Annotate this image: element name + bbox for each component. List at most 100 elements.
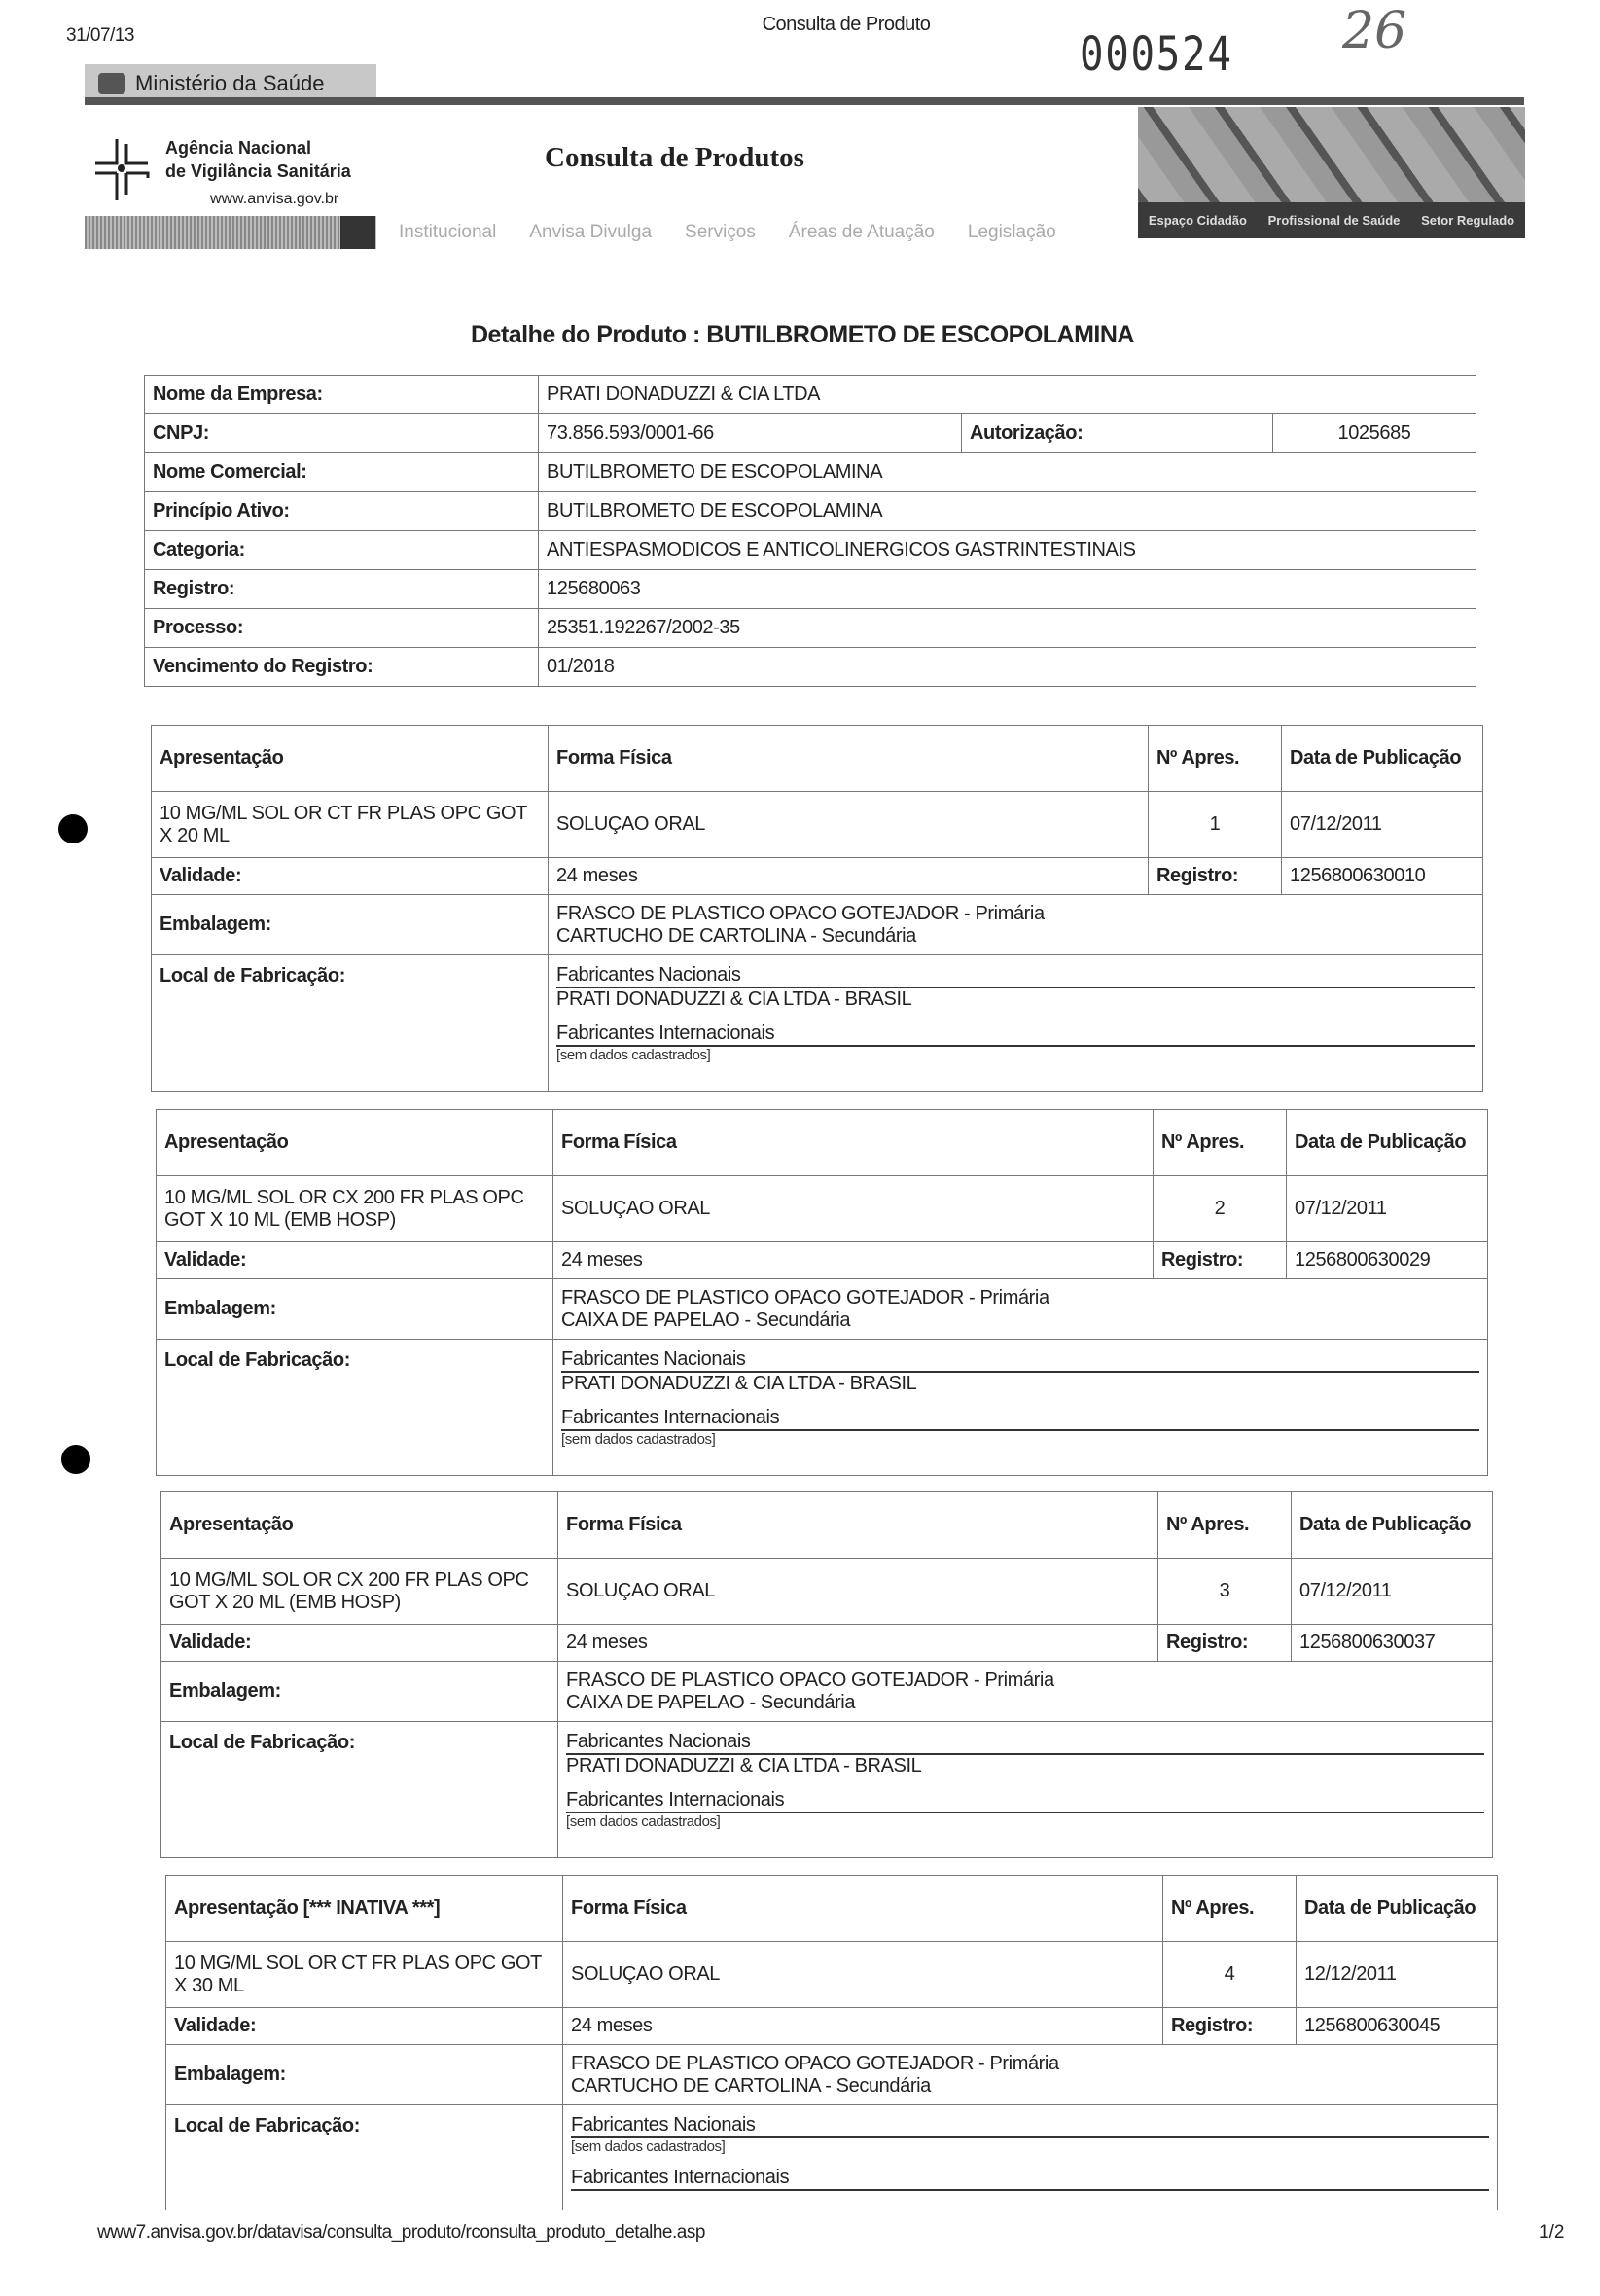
num-apres-value: 2 — [1153, 1175, 1287, 1242]
embalagem-value: FRASCO DE PLASTICO OPACO GOTEJADOR - Pri… — [552, 1278, 1488, 1340]
table-row: 10 MG/ML SOL OR CX 200 FR PLAS OPC GOT X… — [160, 1558, 1493, 1625]
embalagem-secundaria: CARTUCHO DE CARTOLINA - Secundária — [556, 924, 916, 947]
data-pub-header: Data de Publicação — [1296, 1875, 1498, 1942]
table-row: Validade: 24 meses Registro: 12568006300… — [160, 1624, 1493, 1662]
nome-comercial-value: BUTILBROMETO DE ESCOPOLAMINA — [538, 452, 1476, 492]
table-row: Nome Comercial: BUTILBROMETO DE ESCOPOLAM… — [144, 452, 1476, 492]
banner-link-profissional[interactable]: Profissional de Saúde — [1267, 212, 1401, 228]
nav-institucional[interactable]: Institucional — [399, 222, 497, 242]
main-nav: Institucional Anvisa Divulga Serviços Ár… — [399, 216, 1056, 249]
ministry-bar[interactable]: Ministério da Saúde — [85, 64, 376, 103]
table-row: Embalagem: FRASCO DE PLASTICO OPACO GOTE… — [165, 2044, 1498, 2105]
table-row: Apresentação Forma Física Nº Apres. Data… — [151, 725, 1483, 792]
punch-hole — [61, 1445, 90, 1474]
local-label: Local de Fabricação: — [160, 1721, 558, 1858]
validade-value: 24 meses — [552, 1241, 1154, 1279]
fabricantes-nacionais-value: [sem dados cadastrados] — [571, 2138, 726, 2155]
embalagem-label: Embalagem: — [165, 2044, 563, 2105]
empresa-label: Nome da Empresa: — [144, 375, 539, 414]
fabricantes-internacionais-heading: Fabricantes Internacionais — [556, 1022, 1475, 1047]
fabricantes-internacionais-value: [sem dados cadastrados] — [561, 1431, 716, 1448]
categoria-label: Categoria: — [144, 530, 539, 570]
embalagem-secundaria: CARTUCHO DE CARTOLINA - Secundária — [571, 2074, 931, 2097]
table-row: Embalagem: FRASCO DE PLASTICO OPACO GOTE… — [151, 894, 1483, 955]
forma-header: Forma Física — [548, 725, 1149, 792]
nav-decoration — [85, 216, 376, 249]
nav-areas-atuacao[interactable]: Áreas de Atuação — [788, 222, 935, 242]
anvisa-cross-icon — [95, 139, 150, 200]
presentation-table: Apresentação Forma Física Nº Apres. Data… — [151, 725, 1483, 1092]
punch-hole — [58, 814, 88, 843]
embalagem-primaria: FRASCO DE PLASTICO OPACO GOTEJADOR - Pri… — [571, 2052, 1059, 2074]
embalagem-value: FRASCO DE PLASTICO OPACO GOTEJADOR - Pri… — [557, 1661, 1493, 1722]
presentation-table: Apresentação [*** INATIVA ***] Forma Fís… — [165, 1875, 1498, 2210]
data-pub-value: 07/12/2011 — [1286, 1175, 1488, 1242]
forma-value: SOLUÇAO ORAL — [562, 1941, 1163, 2008]
autorizacao-label: Autorização: — [961, 413, 1273, 453]
embalagem-label: Embalagem: — [151, 894, 549, 955]
nav-arrow-icon[interactable] — [340, 216, 375, 249]
registro-label: Registro: — [1148, 857, 1282, 895]
embalagem-primaria: FRASCO DE PLASTICO OPACO GOTEJADOR - Pri… — [561, 1286, 1049, 1309]
cnpj-label: CNPJ: — [144, 413, 539, 453]
table-row: CNPJ: 73.856.593/0001-66 Autorização: 10256… — [144, 413, 1476, 453]
table-row: Vencimento do Registro: 01/2018 — [144, 647, 1476, 687]
anvisa-logo[interactable]: Agência Nacional de Vigilância Sanitária… — [88, 134, 370, 216]
presentation-block: Apresentação Forma Física Nº Apres. Data… — [151, 725, 1483, 1104]
nav-anvisa-divulga[interactable]: Anvisa Divulga — [529, 222, 653, 242]
fabricantes-nacionais-value: PRATI DONADUZZI & CIA LTDA - BRASIL — [561, 1373, 917, 1394]
table-row: 10 MG/ML SOL OR CT FR PLAS OPC GOT X 20 … — [151, 791, 1483, 858]
num-apres-value: 4 — [1162, 1941, 1297, 2008]
fabricantes-nacionais-value: PRATI DONADUZZI & CIA LTDA - BRASIL — [556, 988, 912, 1010]
footer-page-number: 1/2 — [1539, 2222, 1565, 2242]
data-pub-value: 07/12/2011 — [1281, 791, 1483, 858]
apresentacao-value: 10 MG/ML SOL OR CX 200 FR PLAS OPC GOT X… — [160, 1558, 558, 1625]
site-title: Consulta de Produtos — [545, 142, 804, 173]
empresa-value: PRATI DONADUZZI & CIA LTDA — [538, 375, 1476, 414]
ministry-icon — [98, 73, 125, 94]
table-row: Processo: 25351.192267/2002-35 — [144, 608, 1476, 648]
table-row: Apresentação Forma Física Nº Apres. Data… — [160, 1491, 1493, 1559]
nav-legislacao[interactable]: Legislação — [967, 222, 1056, 242]
apresentacao-value: 10 MG/ML SOL OR CT FR PLAS OPC GOT X 30 … — [165, 1941, 563, 2008]
table-row: Apresentação [*** INATIVA ***] Forma Fís… — [165, 1875, 1498, 1942]
apresentacao-value: 10 MG/ML SOL OR CX 200 FR PLAS OPC GOT X… — [156, 1175, 553, 1242]
principio-label: Princípio Ativo: — [144, 491, 539, 531]
agency-name-line2: de Vigilância Sanitária — [165, 161, 351, 181]
embalagem-label: Embalagem: — [156, 1278, 553, 1340]
validade-value: 24 meses — [562, 2007, 1163, 2045]
validade-label: Validade: — [151, 857, 549, 895]
apresentacao-header: Apresentação — [160, 1491, 558, 1559]
fabricantes-nacionais-heading: Fabricantes Nacionais — [561, 1348, 1479, 1373]
validade-value: 24 meses — [548, 857, 1149, 895]
table-row: Categoria: ANTIESPASMODICOS E ANTICOLINER… — [144, 530, 1476, 570]
apresentacao-header: Apresentação [*** INATIVA ***] — [165, 1875, 563, 1942]
apresentacao-value: 10 MG/ML SOL OR CT FR PLAS OPC GOT X 20 … — [151, 791, 549, 858]
banner-link-setor[interactable]: Setor Regulado — [1421, 212, 1515, 228]
data-pub-header: Data de Publicação — [1286, 1109, 1488, 1176]
product-details-table: Nome da Empresa: PRATI DONADUZZI & CIA LT… — [144, 375, 1476, 687]
table-row: Embalagem: FRASCO DE PLASTICO OPACO GOTE… — [160, 1661, 1493, 1722]
agency-url[interactable]: www.anvisa.gov.br — [210, 191, 339, 207]
presentation-table: Apresentação Forma Física Nº Apres. Data… — [156, 1109, 1488, 1476]
num-apres-header: Nº Apres. — [1153, 1109, 1287, 1176]
presentation-block: Apresentação Forma Física Nº Apres. Data… — [156, 1109, 1488, 1484]
table-row: Local de Fabricação: Fabricantes Naciona… — [165, 2104, 1498, 2210]
banner-link-cidadao[interactable]: Espaço Cidadão — [1148, 212, 1247, 228]
table-row: Local de Fabricação: Fabricantes Naciona… — [151, 954, 1483, 1092]
num-apres-header: Nº Apres. — [1148, 725, 1282, 792]
principio-value: BUTILBROMETO DE ESCOPOLAMINA — [538, 491, 1476, 531]
fabricantes-nacionais-heading: Fabricantes Nacionais — [571, 2114, 1489, 2138]
nav-servicos[interactable]: Serviços — [685, 222, 756, 242]
footer-url: www7.anvisa.gov.br/datavisa/consulta_pro… — [97, 2222, 705, 2242]
validade-label: Validade: — [160, 1624, 558, 1662]
num-apres-value: 3 — [1157, 1558, 1292, 1625]
registro-value: 1256800630045 — [1296, 2007, 1498, 2045]
data-pub-header: Data de Publicação — [1291, 1491, 1493, 1559]
autorizacao-value: 1025685 — [1272, 413, 1476, 453]
ministry-label: Ministério da Saúde — [135, 71, 325, 95]
table-row: Apresentação Forma Física Nº Apres. Data… — [156, 1109, 1488, 1176]
table-row: Local de Fabricação: Fabricantes Naciona… — [156, 1339, 1488, 1476]
embalagem-value: FRASCO DE PLASTICO OPACO GOTEJADOR - Pri… — [548, 894, 1483, 955]
table-row: Embalagem: FRASCO DE PLASTICO OPACO GOTE… — [156, 1278, 1488, 1340]
